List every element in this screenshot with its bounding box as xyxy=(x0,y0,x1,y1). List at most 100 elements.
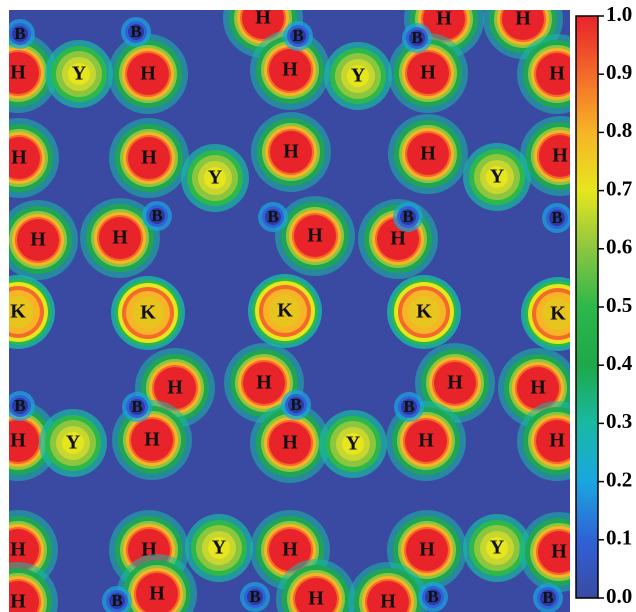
colorbar-tick-label: 0.4 xyxy=(606,351,633,375)
atom-k-29: K xyxy=(9,275,55,349)
atom-h-25: H xyxy=(9,200,78,280)
atom-b-38: B xyxy=(9,391,35,421)
colorbar-gradient xyxy=(575,15,599,599)
atom-label: H xyxy=(308,588,324,610)
atom-label: H xyxy=(551,541,567,563)
atom-label: H xyxy=(10,539,26,561)
atom-h-60: H xyxy=(276,559,356,612)
atom-h-20: H xyxy=(520,116,570,196)
atom-label: H xyxy=(30,229,46,251)
atom-label: H xyxy=(140,63,156,85)
atom-label: H xyxy=(549,63,565,85)
colorbar: 0.0 0.1 0.2 0.3 0.4 0.5 0.6 0.7 0.8 0.9 1.0 xyxy=(575,2,633,608)
atom-label: Y xyxy=(346,433,361,455)
atom-label: H xyxy=(112,227,128,249)
atom-k-33: K xyxy=(521,277,570,351)
atom-label: B xyxy=(267,207,278,226)
atom-label: H xyxy=(282,432,298,454)
atom-label: B xyxy=(551,208,562,227)
atom-label: Y xyxy=(212,537,227,559)
atom-label: H xyxy=(283,141,299,163)
atom-label: B xyxy=(542,588,553,607)
atom-h-55: H xyxy=(519,512,570,592)
atom-label: H xyxy=(10,62,26,84)
atom-label: B xyxy=(111,591,122,610)
atom-label: B xyxy=(427,587,438,606)
atom-y-46: Y xyxy=(319,410,387,478)
atom-label: H xyxy=(420,143,436,165)
atom-label: B xyxy=(402,207,413,226)
atom-h-13: H xyxy=(517,34,570,114)
atom-h-17: H xyxy=(251,112,331,192)
colorbar-tick-label: 0.5 xyxy=(606,293,632,317)
atom-label: B xyxy=(249,587,260,606)
colorbar-tick-label: 0.7 xyxy=(606,176,632,200)
atom-b-21: B xyxy=(142,201,172,231)
atom-label: H xyxy=(307,225,323,247)
atom-label: H xyxy=(380,591,396,612)
colorbar-tick-label: 0.8 xyxy=(606,118,632,142)
atom-y-54: Y xyxy=(463,514,531,582)
atom-h-12: H xyxy=(388,33,468,113)
atom-h-10: H xyxy=(250,30,330,110)
atom-label: K xyxy=(140,302,156,324)
atom-label: H xyxy=(282,539,298,561)
atom-b-59: B xyxy=(240,582,270,612)
atom-h-14: H xyxy=(9,118,59,198)
atom-y-19: Y xyxy=(463,143,531,211)
atom-y-51: Y xyxy=(185,514,253,582)
atom-b-39: B xyxy=(122,392,152,422)
atom-label: B xyxy=(292,26,303,45)
atom-b-57: B xyxy=(102,586,132,612)
atom-label: H xyxy=(390,228,406,250)
atom-b-22: B xyxy=(258,202,288,232)
atom-label: Y xyxy=(208,167,223,189)
atom-label: B xyxy=(131,397,142,416)
atom-label: Y xyxy=(66,432,81,454)
atom-label: Y xyxy=(72,63,87,85)
atom-b-40: B xyxy=(281,390,311,420)
atom-h-56: H xyxy=(9,562,58,612)
atom-label: Y xyxy=(351,65,366,87)
atom-label: B xyxy=(14,24,25,43)
atom-label: H xyxy=(549,430,565,452)
atom-label: H xyxy=(419,539,435,561)
atom-label: H xyxy=(10,430,26,452)
atom-b-63: B xyxy=(533,583,563,612)
atom-h-48: H xyxy=(517,401,570,481)
atoms-layer: H H H H Y H H Y H H H H Y H H Y H H H H H K K K K K H H H H H Y H H Y H H H H Y… xyxy=(9,8,570,612)
atom-label: H xyxy=(530,377,546,399)
atom-label: B xyxy=(151,206,162,225)
atom-b-3: B xyxy=(283,21,313,51)
atom-label: H xyxy=(149,583,165,605)
atom-label: B xyxy=(411,28,422,47)
atom-k-32: K xyxy=(387,275,461,349)
atom-b-41: B xyxy=(394,392,424,422)
atom-b-62: B xyxy=(418,582,448,612)
atom-label: H xyxy=(141,147,157,169)
colorbar-tick-label: 0.9 xyxy=(606,60,632,84)
atom-label: Y xyxy=(490,166,505,188)
atom-label: K xyxy=(550,303,566,325)
atom-h-28: H xyxy=(358,199,438,279)
atom-b-5: B xyxy=(402,23,432,53)
atom-h-18: H xyxy=(388,114,468,194)
atom-h-45: H xyxy=(250,403,330,483)
atom-h-53: H xyxy=(387,510,467,590)
atom-label: H xyxy=(418,430,434,452)
atom-y-8: Y xyxy=(45,40,113,108)
atom-label: B xyxy=(14,396,25,415)
colorbar-tick-label: 0.2 xyxy=(606,467,632,491)
colorbar-tick-label: 0.1 xyxy=(606,526,632,550)
atom-label: B xyxy=(403,397,414,416)
atom-h-15: H xyxy=(109,118,189,198)
atom-b-23: B xyxy=(393,202,423,232)
atom-label: B xyxy=(290,395,301,414)
atom-h-7: H xyxy=(9,33,58,113)
atom-label: H xyxy=(436,8,452,30)
atom-label: H xyxy=(420,62,436,84)
atom-h-36: H xyxy=(415,343,495,423)
atom-h-52: H xyxy=(250,510,330,590)
